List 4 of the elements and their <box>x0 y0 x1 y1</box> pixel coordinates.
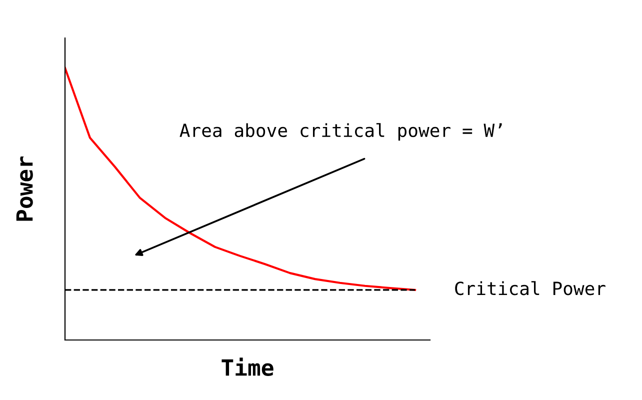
text: Critical Power <box>455 281 606 296</box>
y-axis-title: Power <box>16 156 33 221</box>
annotation: Area above critical power = W’ <box>180 123 502 141</box>
x-axis-title: Time <box>222 358 274 376</box>
